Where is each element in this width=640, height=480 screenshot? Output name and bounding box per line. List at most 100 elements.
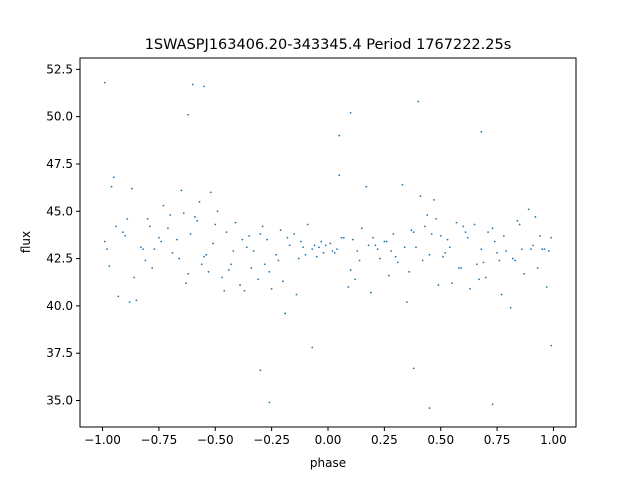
data-point (408, 270, 411, 273)
data-point (194, 216, 196, 218)
data-point (203, 255, 205, 258)
data-point (248, 234, 250, 237)
data-point (338, 174, 341, 177)
data-point (387, 274, 390, 277)
data-point (139, 246, 142, 249)
y-tick-label: 45.0 (46, 204, 73, 218)
data-point (324, 244, 327, 247)
data-point (252, 250, 255, 252)
data-point (205, 253, 208, 256)
data-point (480, 130, 483, 133)
data-point (108, 265, 111, 268)
y-tick-label: 37.5 (46, 346, 73, 360)
data-point (300, 240, 302, 243)
data-point (243, 289, 246, 292)
data-point (293, 233, 296, 235)
data-point (541, 248, 544, 251)
data-point (478, 278, 480, 281)
data-point (187, 113, 190, 116)
data-point (191, 83, 194, 86)
data-point (130, 187, 133, 190)
data-point (135, 299, 138, 302)
data-point (349, 269, 352, 271)
data-point (259, 369, 262, 372)
data-point (340, 236, 343, 239)
data-point (367, 244, 370, 247)
data-point (439, 234, 442, 237)
data-point (106, 248, 108, 251)
data-point (514, 259, 517, 262)
data-point (103, 81, 106, 84)
data-point (424, 225, 426, 228)
data-point (516, 219, 519, 222)
data-point (167, 227, 169, 230)
data-point (548, 250, 550, 252)
data-point (430, 233, 433, 235)
data-point (196, 219, 199, 222)
data-point (455, 221, 458, 224)
data-point (491, 403, 494, 406)
data-point (496, 252, 498, 254)
data-point (356, 250, 359, 252)
data-point (117, 295, 120, 298)
data-point (487, 231, 489, 233)
data-point (178, 257, 181, 260)
data-point (144, 259, 147, 262)
data-point (543, 248, 546, 251)
data-point (354, 278, 356, 281)
data-point (315, 255, 318, 258)
data-point (288, 244, 291, 247)
data-point (146, 217, 149, 220)
data-point (349, 111, 352, 114)
data-point (527, 208, 530, 211)
data-point (185, 282, 187, 285)
data-point (151, 267, 154, 269)
data-point (115, 225, 117, 228)
data-point (372, 236, 374, 239)
data-point (442, 255, 444, 258)
data-point (500, 293, 503, 296)
data-point (464, 231, 467, 233)
data-point (160, 240, 163, 243)
data-point (245, 246, 248, 249)
data-point (277, 259, 280, 262)
data-point (358, 259, 361, 262)
x-tick-label: 1.00 (540, 433, 567, 447)
data-point (126, 217, 129, 220)
y-tick-label: 47.5 (46, 157, 73, 171)
data-point (412, 231, 415, 233)
data-point (511, 257, 514, 260)
data-point (268, 270, 271, 273)
data-point (182, 212, 185, 215)
data-point (484, 276, 487, 279)
data-point (212, 242, 214, 245)
data-point (209, 191, 212, 194)
data-point (509, 306, 512, 309)
data-point (392, 233, 395, 235)
data-point (518, 223, 521, 226)
data-point (421, 259, 424, 262)
x-axis: −1.00 −0.75 −0.50 −0.25 0.00 0.25 0.50 0.75 1.00 (84, 427, 567, 447)
data-point (112, 176, 115, 179)
data-point (128, 301, 131, 304)
data-point (261, 225, 264, 228)
data-point (158, 236, 160, 239)
data-point (275, 253, 278, 256)
data-point (417, 100, 420, 103)
data-point (433, 199, 435, 201)
data-point (536, 267, 539, 269)
data-point (342, 236, 345, 239)
data-point (198, 200, 201, 203)
data-point (239, 284, 241, 286)
data-point (124, 234, 126, 237)
data-point (234, 221, 237, 224)
data-point (482, 261, 485, 264)
data-point (200, 263, 203, 266)
data-point (268, 401, 271, 404)
data-point (162, 204, 165, 207)
data-point (532, 244, 535, 247)
x-axis-label: phase (310, 456, 346, 470)
data-point (169, 214, 172, 216)
data-point (270, 287, 273, 290)
